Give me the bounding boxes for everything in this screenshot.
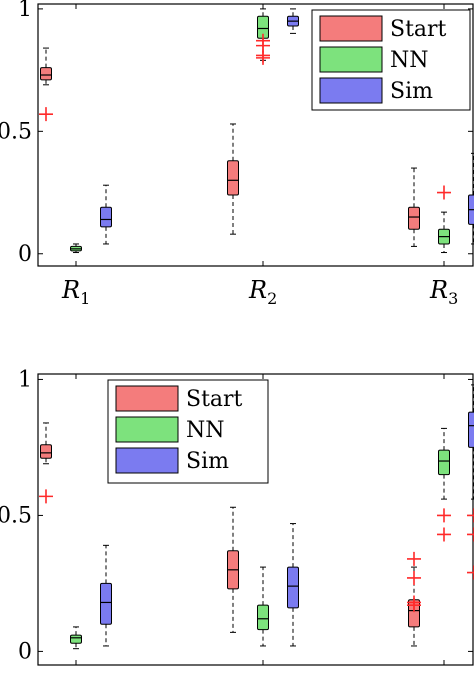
y-tick-label: 1 [18,367,32,392]
legend-label-sim: Sim [186,449,229,474]
box-sim-2 [287,8,299,34]
chart-panel-1: 0 0.5 1 R1 R2 R3 Start NN Sim [0,0,474,308]
box-start-2 [227,123,239,235]
x-category-label: R2 [248,675,277,677]
box-sim-1 [100,544,112,647]
outlier-marker [467,565,474,580]
outlier-marker [407,598,421,613]
outlier-marker [467,527,474,542]
outlier-marker [39,489,53,504]
box-nn-1 [70,626,82,650]
legend-swatch-start [319,15,383,42]
box-body [438,449,450,476]
box-nn-1 [70,243,82,254]
chart-panel-2: 0 0.5 1 R1 R2 R3 Start NN Sim [0,367,474,677]
legend: Start NN Sim [107,379,269,484]
box-body [100,582,112,625]
box-body [100,206,112,228]
legend-swatch-nn [115,416,179,443]
y-tick-label: 0.5 [0,119,32,144]
y-tick-label: 0 [18,242,32,267]
box-body [287,566,299,609]
box-body [40,67,52,81]
box-nn-2 [257,566,269,647]
box-sim-3 [468,152,474,245]
y-tick-label: 0.5 [0,503,32,528]
legend: Start NN Sim [311,9,471,111]
legend-label-start: Start [390,17,447,42]
box-body [70,634,82,644]
box-start-1 [39,422,53,504]
legend-swatch-start [115,385,179,412]
plot-area [37,373,474,666]
box-nn-3 [437,185,451,254]
outlier-marker [39,107,53,122]
box-nn-3 [437,427,451,542]
outlier-marker [437,185,451,200]
plot-area [37,3,474,267]
legend-label-nn: NN [186,418,225,443]
legend-swatch-nn [319,46,383,73]
x-category-label: R1 [61,276,90,308]
box-body [468,411,474,448]
outlier-marker [256,50,270,65]
box-sim-3 [467,384,474,580]
box-sim-1 [100,184,112,245]
y-tick-label: 0 [18,639,32,664]
box-start-3 [408,167,420,247]
outlier-marker [407,570,421,585]
box-start-1 [39,47,53,122]
legend-label-sim: Sim [390,79,433,104]
box-body [408,206,420,230]
legend-label-start: Start [186,387,243,412]
outlier-marker [407,551,421,566]
outlier-marker [437,527,451,542]
y-tick-label: 1 [18,0,32,22]
box-body [227,160,239,196]
legend-swatch-sim [115,447,179,474]
x-category-label: R1 [61,675,90,677]
outlier-marker [467,508,474,523]
box-sim-2 [287,523,299,647]
box-body [257,604,269,631]
x-category-label: R3 [429,675,458,677]
x-category-label: R3 [429,276,458,308]
box-start-2 [227,506,239,633]
box-nn-2 [256,8,270,65]
box-start-3 [407,551,421,647]
legend-label-nn: NN [390,48,429,73]
box-body [40,444,52,459]
legend-swatch-sim [319,77,383,104]
x-category-label: R2 [248,276,277,308]
outlier-marker [437,508,451,523]
